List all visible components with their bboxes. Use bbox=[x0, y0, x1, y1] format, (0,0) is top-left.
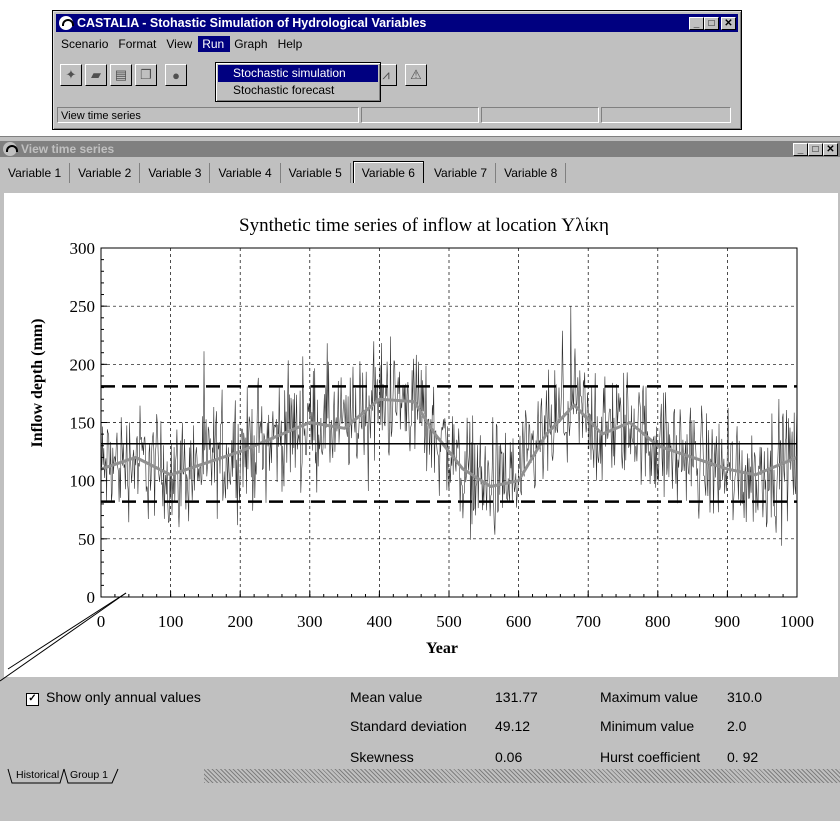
x-tick-label: 300 bbox=[297, 612, 323, 631]
close-button[interactable]: ✕ bbox=[721, 16, 736, 30]
menu-item-stochastic-simulation[interactable]: Stochastic simulation bbox=[218, 65, 378, 82]
child-close-button[interactable]: ✕ bbox=[823, 142, 838, 156]
tab-variable-2[interactable]: Variable 2 bbox=[70, 163, 141, 183]
menu-format[interactable]: Format bbox=[118, 37, 157, 51]
run-icon[interactable]: ● bbox=[165, 64, 187, 86]
x-tick-label: 0 bbox=[97, 612, 106, 631]
status-text: View time series bbox=[57, 107, 359, 123]
menu-scenario[interactable]: Scenario bbox=[61, 37, 109, 51]
show-annual-label: Show only annual values bbox=[46, 689, 201, 705]
child-logo-icon bbox=[3, 142, 18, 156]
print-icon[interactable]: ▤ bbox=[110, 64, 132, 86]
new-scenario-icon[interactable]: ✦ bbox=[60, 64, 82, 86]
copy-icon[interactable]: ❐ bbox=[135, 64, 157, 86]
y-tick-label: 250 bbox=[70, 297, 96, 316]
x-tick-label: 800 bbox=[645, 612, 671, 631]
hurst-value: 0. 92 bbox=[727, 749, 759, 765]
status-pane-4 bbox=[601, 107, 731, 123]
tab-variable-3[interactable]: Variable 3 bbox=[140, 163, 211, 183]
app-title: CASTALIA - Stohastic Simulation of Hydro… bbox=[77, 16, 427, 30]
menubar: Scenario Format View Run Graph Help bbox=[57, 35, 308, 53]
status-pane-3 bbox=[481, 107, 599, 123]
sheet-tabs-outline bbox=[7, 768, 119, 784]
status-pane-2 bbox=[361, 107, 479, 123]
minimize-button[interactable]: _ bbox=[689, 16, 704, 30]
menu-run[interactable]: Run bbox=[198, 36, 231, 52]
tab-variable-8[interactable]: Variable 8 bbox=[496, 163, 567, 183]
view-time-series-window: View time series _ □ ✕ Variable 1 Variab… bbox=[0, 136, 840, 821]
x-tick-label: 100 bbox=[158, 612, 184, 631]
tab-variable-6[interactable]: Variable 6 bbox=[352, 161, 424, 183]
x-tick-label: 400 bbox=[367, 612, 393, 631]
y-tick-label: 50 bbox=[78, 530, 95, 549]
mean-value: 131.77 bbox=[495, 689, 538, 705]
open-folder-icon[interactable]: ▰ bbox=[85, 64, 107, 86]
sheet-tab-group-1[interactable]: Group 1 bbox=[70, 769, 108, 781]
chart-title: Synthetic time series of inflow at locat… bbox=[239, 215, 609, 236]
chart-panel: Synthetic time series of inflow at locat… bbox=[4, 193, 838, 677]
tab-variable-5[interactable]: Variable 5 bbox=[281, 163, 351, 183]
maximize-button[interactable]: □ bbox=[704, 16, 719, 30]
sheet-tab-historical[interactable]: Historical bbox=[16, 769, 60, 781]
run-dropdown-menu: Stochastic simulation Stochastic forecas… bbox=[215, 62, 381, 102]
menu-item-stochastic-forecast[interactable]: Stochastic forecast bbox=[233, 83, 335, 97]
toolbar: ✦ ▰ ▤ ❐ ● ≋ ⩘ ⚠ bbox=[57, 55, 735, 95]
child-maximize-button[interactable]: □ bbox=[808, 142, 823, 156]
tab-variable-4[interactable]: Variable 4 bbox=[210, 163, 281, 183]
min-value: 2.0 bbox=[727, 718, 747, 734]
sd-label: Standard deviation bbox=[350, 718, 467, 734]
y-tick-label: 300 bbox=[70, 239, 96, 258]
main-titlebar[interactable]: CASTALIA - Stohastic Simulation of Hydro… bbox=[56, 14, 738, 32]
mean-label: Mean value bbox=[350, 689, 423, 705]
tab-variable-1[interactable]: Variable 1 bbox=[0, 163, 71, 183]
y-axis-label: Inflow depth (mm) bbox=[29, 319, 46, 448]
callout-pointer bbox=[0, 592, 127, 682]
x-tick-label: 600 bbox=[506, 612, 532, 631]
y-tick-label: 200 bbox=[70, 355, 96, 374]
tab-variable-7[interactable]: Variable 7 bbox=[426, 163, 497, 183]
time-series-chart: Synthetic time series of inflow at locat… bbox=[29, 215, 814, 657]
skewness-value: 0.06 bbox=[495, 749, 523, 765]
y-tick-label: 150 bbox=[70, 414, 96, 433]
hurst-label: Hurst coefficient bbox=[600, 749, 701, 765]
main-window: CASTALIA - Stohastic Simulation of Hydro… bbox=[52, 10, 742, 130]
menu-view[interactable]: View bbox=[166, 37, 193, 51]
x-axis-label: Year bbox=[426, 640, 458, 657]
max-label: Maximum value bbox=[600, 689, 699, 705]
show-annual-checkbox[interactable]: ✓ bbox=[26, 693, 39, 706]
child-titlebar[interactable]: View time series _ □ ✕ bbox=[0, 141, 840, 157]
sd-value: 49.12 bbox=[495, 718, 531, 734]
annual-series-line bbox=[100, 306, 798, 546]
min-label: Minimum value bbox=[600, 718, 695, 734]
x-tick-label: 200 bbox=[227, 612, 253, 631]
child-minimize-button[interactable]: _ bbox=[793, 142, 808, 156]
child-title: View time series bbox=[21, 142, 115, 156]
status-bar: View time series bbox=[57, 107, 735, 125]
y-tick-label: 100 bbox=[70, 472, 96, 491]
x-tick-label: 900 bbox=[715, 612, 741, 631]
menu-help[interactable]: Help bbox=[277, 37, 303, 51]
x-tick-label: 700 bbox=[575, 612, 601, 631]
y-tick-label: 0 bbox=[87, 588, 96, 607]
moving-average-line bbox=[100, 397, 798, 488]
menu-graph[interactable]: Graph bbox=[234, 37, 268, 51]
tabs-scroll-area bbox=[204, 769, 840, 783]
x-tick-label: 500 bbox=[436, 612, 462, 631]
app-logo-icon bbox=[59, 16, 74, 30]
max-value: 310.0 bbox=[727, 689, 763, 705]
x-tick-label: 1000 bbox=[780, 612, 814, 631]
variable-tabs: Variable 1 Variable 2 Variable 3 Variabl… bbox=[0, 161, 567, 183]
skewness-label: Skewness bbox=[350, 749, 414, 765]
help-icon[interactable]: ⚠ bbox=[405, 64, 427, 86]
